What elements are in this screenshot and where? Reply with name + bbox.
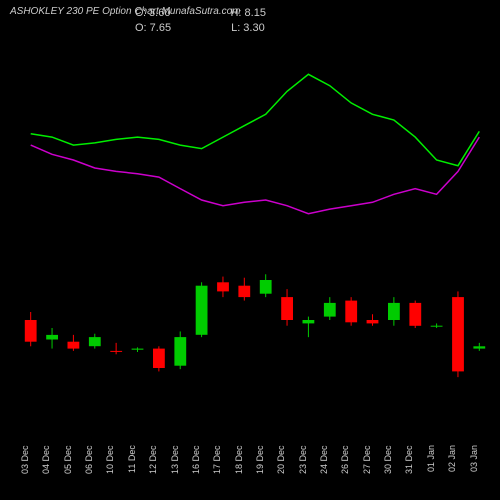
x-axis-label: 02 Jan xyxy=(447,445,468,495)
x-axis-label: 19 Dec xyxy=(255,445,276,495)
x-axis-label: 04 Dec xyxy=(41,445,62,495)
low-value: L: 3.30 xyxy=(231,21,265,36)
x-axis-label: 03 Jan xyxy=(469,445,490,495)
x-axis-label: 13 Dec xyxy=(170,445,191,495)
high-value: H: 8.15 xyxy=(230,6,265,21)
x-axis-label: 23 Dec xyxy=(298,445,319,495)
ohlc-display: C: 3.60 H: 8.15 O: 7.65 L: 3.30 xyxy=(135,6,266,37)
x-axis-label: 20 Dec xyxy=(276,445,297,495)
x-axis-label: 06 Dec xyxy=(84,445,105,495)
x-axis-label: 30 Dec xyxy=(383,445,404,495)
x-axis-label: 11 Dec xyxy=(127,445,148,495)
x-axis-label: 26 Dec xyxy=(340,445,361,495)
open-value: O: 7.65 xyxy=(135,21,171,36)
x-axis-label: 03 Dec xyxy=(20,445,41,495)
x-axis-label: 17 Dec xyxy=(212,445,233,495)
chart-canvas xyxy=(20,40,490,440)
x-axis-label: 31 Dec xyxy=(404,445,425,495)
chart-svg xyxy=(20,40,490,440)
x-axis-label: 12 Dec xyxy=(148,445,169,495)
x-axis-label: 05 Dec xyxy=(63,445,84,495)
close-value: C: 3.60 xyxy=(135,6,170,21)
x-axis-label: 16 Dec xyxy=(191,445,212,495)
x-axis-label: 01 Jan xyxy=(426,445,447,495)
x-axis-label: 27 Dec xyxy=(362,445,383,495)
x-axis-label: 18 Dec xyxy=(234,445,255,495)
x-axis-label: 24 Dec xyxy=(319,445,340,495)
x-axis-label: 10 Dec xyxy=(105,445,126,495)
x-axis-labels: 03 Dec04 Dec05 Dec06 Dec10 Dec11 Dec12 D… xyxy=(20,445,490,495)
